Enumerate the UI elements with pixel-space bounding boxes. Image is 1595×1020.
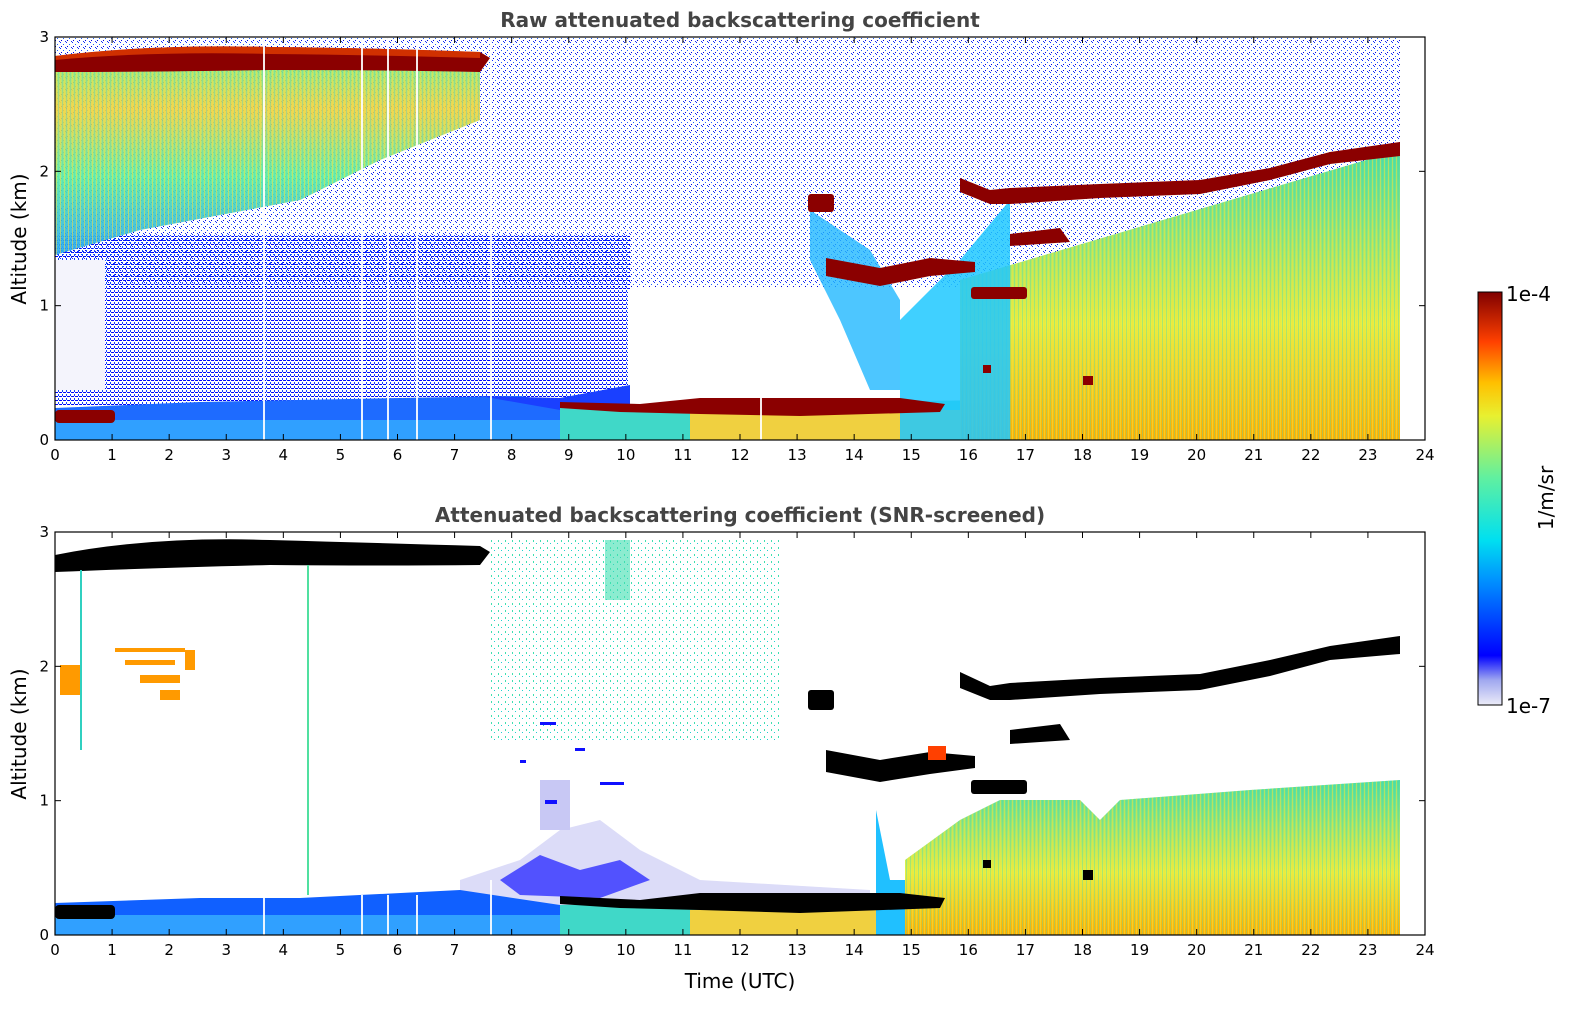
colorbar-min-label: 1e-7: [1506, 694, 1551, 718]
x-tick-label: 18: [1073, 446, 1092, 464]
x-tick-label: 21: [1244, 941, 1263, 959]
cloud-layer-afternoon: [960, 142, 1400, 204]
plot-area-raw: [54, 36, 1426, 441]
x-tick-label: 19: [1130, 446, 1149, 464]
x-tick-label: 20: [1187, 941, 1206, 959]
x-tick-label: 20: [1187, 446, 1206, 464]
screened-cloud-high: [55, 539, 490, 572]
x-tick-label: 23: [1358, 941, 1377, 959]
x-tick-label: 21: [1244, 446, 1263, 464]
colorbar-gradient: [1477, 291, 1503, 706]
colorbar-label: 1/m/sr: [1534, 465, 1558, 530]
x-tick-label: 5: [336, 941, 346, 959]
x-tick-label: 4: [279, 941, 289, 959]
x-tick-label: 6: [393, 941, 403, 959]
y-tick-label: 0: [39, 431, 49, 449]
x-tick-label: 3: [221, 446, 231, 464]
cloud-layer-low-mid: [560, 398, 945, 416]
y-tick-label: 3: [39, 28, 49, 46]
x-tick-label: 24: [1415, 446, 1434, 464]
x-tick-label: 5: [336, 446, 346, 464]
x-tick-label: 18: [1073, 941, 1092, 959]
x-tick-label: 23: [1358, 446, 1377, 464]
x-tick-label: 19: [1130, 941, 1149, 959]
x-tick-label: 22: [1301, 446, 1320, 464]
chart-title: Raw attenuated backscattering coefficien…: [500, 8, 980, 32]
x-tick-label: 24: [1415, 941, 1434, 959]
y-axis-label: Altitude (km): [7, 668, 31, 799]
axes-screened: 0 1 2 3 4 5 6 7 8 9 10 11 12 13 14 15 16 17 18 19 20 21 22 23 24…: [39, 523, 1434, 959]
x-tick-label: 2: [164, 941, 174, 959]
x-tick-label: 9: [564, 446, 574, 464]
x-tick-label: 0: [50, 941, 60, 959]
y-tick-label: 2: [39, 657, 49, 675]
panel-screened: Attenuated backscattering coefficient (S…: [39, 503, 1434, 993]
y-tick-label: 3: [39, 523, 49, 541]
x-tick-label: 16: [959, 446, 978, 464]
x-tick-label: 11: [673, 446, 692, 464]
x-tick-label: 8: [507, 446, 517, 464]
x-tick-label: 14: [845, 446, 864, 464]
x-tick-label: 9: [564, 941, 574, 959]
x-tick-label: 1: [107, 446, 117, 464]
x-tick-label: 7: [450, 446, 460, 464]
y-tick-label: 1: [39, 792, 49, 810]
cloud-layer-low-early: [55, 410, 115, 423]
x-tick-label: 17: [1016, 941, 1035, 959]
x-tick-label: 1: [107, 941, 117, 959]
y-axis-label: Altitude (km): [7, 173, 31, 304]
screened-aerosol-specks: [490, 540, 780, 740]
x-tick-label: 15: [902, 446, 921, 464]
x-tick-label: 15: [902, 941, 921, 959]
x-tick-label: 6: [393, 446, 403, 464]
x-tick-label: 16: [959, 941, 978, 959]
x-tick-label: 8: [507, 941, 517, 959]
panel-raw: Raw attenuated backscattering coefficien…: [39, 8, 1434, 464]
x-tick-label: 17: [1016, 446, 1035, 464]
x-tick-label: 12: [730, 941, 749, 959]
x-tick-label: 11: [673, 941, 692, 959]
y-tick-label: 1: [39, 297, 49, 315]
plot-area-screened: [54, 531, 1426, 936]
x-tick-label: 7: [450, 941, 460, 959]
x-tick-label: 12: [730, 446, 749, 464]
axes-raw: 0 1 2 3 4 5 6 7 8 9 10 11 12 13 14 15 16 17 18 19 20 21 22 23 24…: [39, 28, 1434, 464]
x-tick-label: 10: [616, 446, 635, 464]
colorbar-max-label: 1e-4: [1506, 282, 1551, 306]
screened-cloud-afternoon: [960, 636, 1400, 700]
y-tick-label: 0: [39, 926, 49, 944]
x-axis-label: Time (UTC): [684, 969, 796, 993]
colorbar: 1e-4 1e-7 1/m/sr: [1477, 282, 1558, 718]
x-tick-label: 3: [221, 941, 231, 959]
x-tick-label: 14: [845, 941, 864, 959]
x-tick-label: 13: [788, 446, 807, 464]
x-tick-label: 10: [616, 941, 635, 959]
x-tick-label: 2: [164, 446, 174, 464]
x-tick-label: 0: [50, 446, 60, 464]
x-tick-label: 4: [279, 446, 289, 464]
chart-title: Attenuated backscattering coefficient (S…: [435, 503, 1045, 527]
x-tick-label: 22: [1301, 941, 1320, 959]
x-tick-label: 13: [788, 941, 807, 959]
y-tick-label: 2: [39, 162, 49, 180]
